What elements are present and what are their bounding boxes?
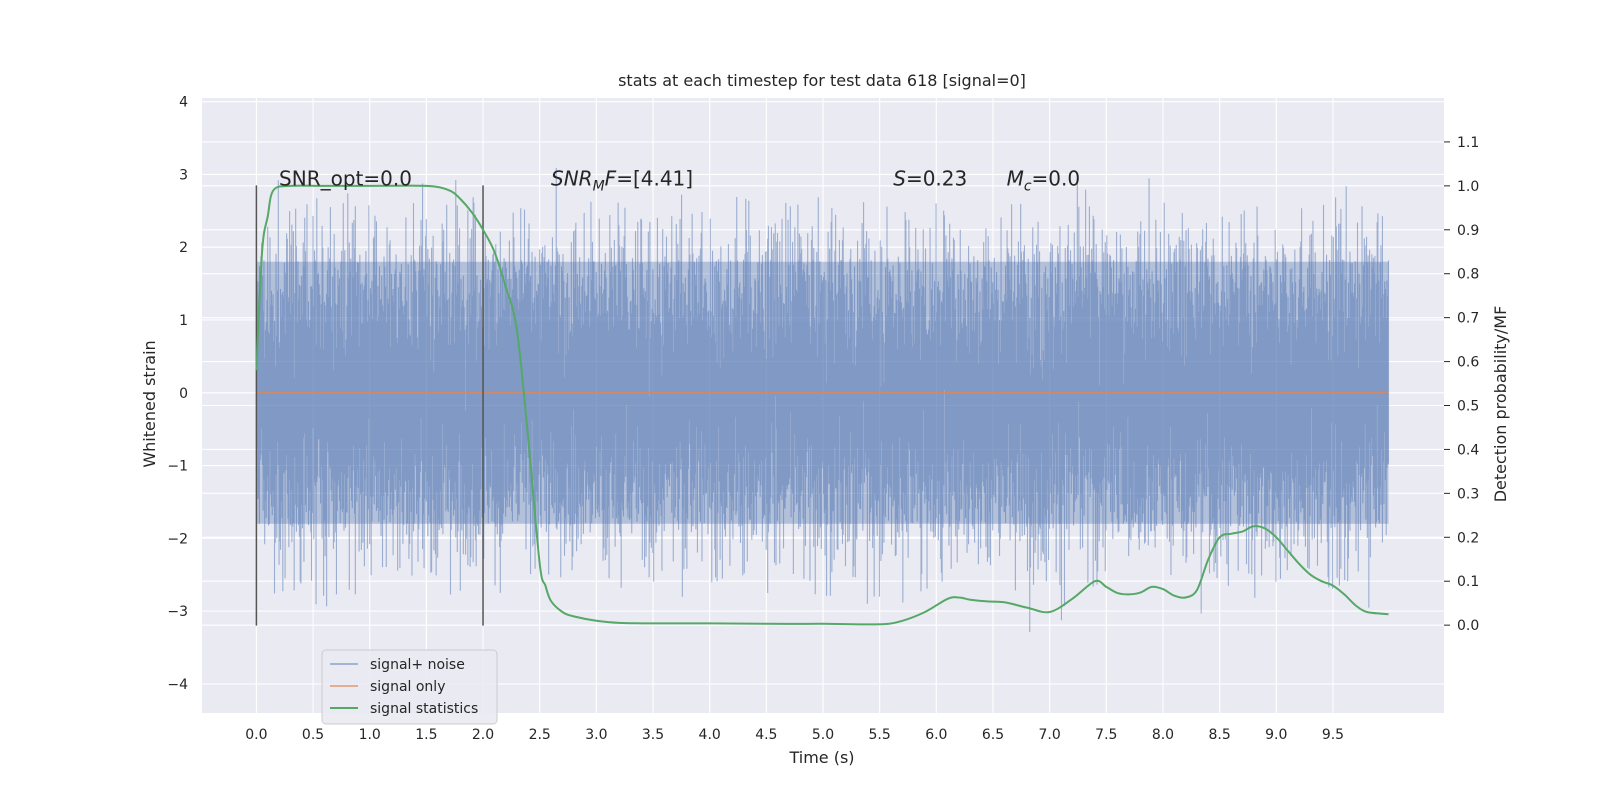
left-y-tick-label: 2: [179, 240, 188, 256]
x-tick-label: 4.5: [755, 727, 777, 743]
x-tick-label: 5.0: [812, 727, 834, 743]
signal-statistics-line: [255, 184, 1389, 626]
right-y-tick-label: 0.0: [1457, 618, 1479, 634]
annotations: SNR_opt=0.0 SNRMF=[4.41] S=0.23 Mc=0.0: [279, 166, 1080, 194]
x-tick-label: 1.5: [415, 727, 437, 743]
x-tick-label: 6.5: [982, 727, 1004, 743]
annotation-part: =[4.41]: [616, 166, 693, 190]
right-y-tick-label: 0.4: [1457, 442, 1479, 458]
x-tick-label: 1.0: [359, 727, 381, 743]
chart-title: stats at each timestep for test data 618…: [618, 71, 1026, 90]
legend-label: signal only: [370, 679, 445, 695]
x-tick-label: 5.5: [869, 727, 891, 743]
left-y-tick-label: 1: [179, 313, 188, 329]
x-tick-label: 9.5: [1322, 727, 1344, 743]
left-y-tick-label: −2: [167, 531, 188, 547]
annotation-part: F: [605, 166, 617, 190]
legend: signal+ noise signal only signal statistic…: [321, 649, 498, 725]
left-y-tick-label: −4: [167, 677, 188, 693]
annotation-text: SNRMF=[4.41]: [551, 166, 693, 194]
vertical-markers: [255, 185, 484, 626]
right-y-tick-label: 0.5: [1457, 399, 1479, 415]
annotation-part: c: [1024, 178, 1032, 194]
x-tick-label: 7.0: [1039, 727, 1061, 743]
left-y-tick-label: 4: [179, 95, 188, 111]
left-y-tick-label: −3: [167, 604, 188, 620]
right-axis-label: Detection probability/MF: [1491, 306, 1510, 503]
left-y-tick-label: 3: [179, 167, 188, 183]
annotation-part: M: [1007, 166, 1024, 190]
x-tick-label: 2.5: [529, 727, 551, 743]
left-y-tick-label: 0: [179, 386, 188, 402]
legend-label: signal+ noise: [370, 657, 465, 673]
x-tick-label: 0.0: [245, 727, 267, 743]
right-y-tick-label: 1.0: [1457, 179, 1479, 195]
annotation-part: =0.23: [906, 166, 967, 190]
x-tick-label: 8.0: [1152, 727, 1174, 743]
left-axis-ticks: −4 −3 −2 −1 0 1 2 3 4: [167, 95, 188, 693]
right-y-tick-label: 0.3: [1457, 486, 1479, 502]
right-axis-ticks: 0.0 0.1 0.2 0.3 0.4 0.5 0.6 0.7 0.8 0.9 1.0 1.1: [1444, 135, 1479, 634]
legend-box: [321, 649, 498, 725]
x-tick-label: 0.5: [302, 727, 324, 743]
x-tick-label: 4.0: [699, 727, 721, 743]
right-y-tick-label: 0.6: [1457, 355, 1479, 371]
right-y-tick-label: 1.1: [1457, 135, 1479, 151]
annotation-text: SNR_opt=0.0: [279, 166, 412, 190]
annotation-part: S: [893, 166, 906, 190]
x-tick-label: 6.0: [925, 727, 947, 743]
annotation-part: =0.0: [1032, 166, 1081, 190]
right-y-tick-label: 0.9: [1457, 223, 1479, 239]
legend-label: signal statistics: [370, 701, 478, 717]
annotation-text: S=0.23: [893, 166, 967, 190]
annotation-part: M: [593, 178, 605, 194]
right-y-tick-label: 0.8: [1457, 267, 1479, 283]
annotation-text: Mc=0.0: [1007, 166, 1081, 194]
x-tick-label: 8.5: [1208, 727, 1230, 743]
x-tick-label: 3.0: [585, 727, 607, 743]
x-axis-ticks: 0.0 0.5 1.0 1.5 2.0 2.5 3.0 3.5 4.0 4.5 5.0 5.5 6.0 6…: [245, 727, 1344, 743]
annotation-part: SNR: [551, 166, 593, 190]
right-y-tick-label: 0.7: [1457, 311, 1479, 327]
left-axis-label: Whitened strain: [140, 340, 159, 467]
x-axis-label: Time (s): [788, 748, 854, 767]
right-y-tick-label: 0.2: [1457, 530, 1479, 546]
right-y-tick-label: 0.1: [1457, 574, 1479, 590]
x-tick-label: 7.5: [1095, 727, 1117, 743]
left-y-tick-label: −1: [167, 459, 188, 475]
x-tick-label: 2.0: [472, 727, 494, 743]
x-tick-label: 3.5: [642, 727, 664, 743]
signal-statistics-series: [255, 184, 1389, 626]
x-tick-label: 9.0: [1265, 727, 1287, 743]
